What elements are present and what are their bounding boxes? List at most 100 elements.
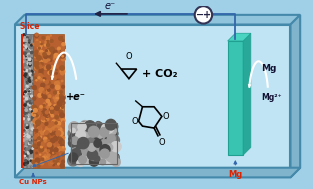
Circle shape (23, 143, 24, 144)
Circle shape (25, 117, 27, 119)
Circle shape (29, 163, 30, 164)
Circle shape (47, 52, 50, 55)
Circle shape (28, 144, 30, 146)
Circle shape (26, 80, 28, 82)
Text: Mg: Mg (261, 64, 277, 73)
Circle shape (29, 42, 30, 43)
Circle shape (41, 43, 42, 45)
Circle shape (30, 102, 32, 105)
Circle shape (28, 76, 29, 77)
Circle shape (28, 59, 31, 62)
Circle shape (113, 156, 120, 163)
Circle shape (35, 158, 40, 163)
Circle shape (58, 80, 61, 84)
Circle shape (28, 51, 29, 52)
Circle shape (60, 69, 65, 74)
Circle shape (44, 91, 48, 95)
Circle shape (44, 44, 47, 46)
Circle shape (59, 53, 64, 58)
Circle shape (59, 114, 61, 116)
Circle shape (28, 111, 31, 113)
Circle shape (23, 92, 25, 95)
Circle shape (53, 125, 57, 129)
Circle shape (24, 69, 25, 70)
Circle shape (45, 127, 49, 131)
Circle shape (32, 160, 36, 164)
Circle shape (43, 109, 47, 113)
Circle shape (33, 98, 35, 100)
Circle shape (43, 91, 45, 94)
Circle shape (28, 104, 30, 106)
Circle shape (31, 106, 32, 107)
Circle shape (52, 78, 57, 83)
Circle shape (87, 138, 94, 144)
Circle shape (89, 150, 99, 160)
Circle shape (100, 149, 109, 158)
Circle shape (25, 69, 26, 70)
Circle shape (25, 95, 28, 98)
Circle shape (31, 87, 32, 88)
Circle shape (85, 149, 90, 154)
Circle shape (22, 154, 24, 156)
Circle shape (60, 45, 65, 50)
Circle shape (26, 156, 28, 158)
Circle shape (48, 82, 50, 84)
Circle shape (30, 103, 31, 105)
Circle shape (55, 81, 59, 86)
Circle shape (39, 54, 42, 56)
Circle shape (30, 166, 32, 168)
Circle shape (31, 126, 33, 128)
Circle shape (71, 149, 81, 159)
Circle shape (33, 120, 37, 124)
Circle shape (35, 50, 38, 54)
Circle shape (60, 96, 65, 100)
Circle shape (52, 122, 54, 124)
Circle shape (23, 134, 24, 135)
Circle shape (100, 140, 110, 151)
Circle shape (47, 132, 48, 133)
Circle shape (69, 155, 78, 163)
Circle shape (26, 115, 28, 117)
Circle shape (23, 85, 24, 86)
Circle shape (36, 40, 39, 43)
Circle shape (43, 105, 45, 106)
Circle shape (26, 161, 28, 163)
Circle shape (36, 134, 38, 137)
Circle shape (44, 55, 48, 58)
Circle shape (38, 43, 42, 48)
Circle shape (31, 82, 32, 83)
Circle shape (24, 96, 26, 98)
Circle shape (34, 33, 38, 37)
Circle shape (72, 148, 80, 156)
Circle shape (46, 38, 50, 42)
Circle shape (27, 89, 28, 90)
Circle shape (31, 88, 32, 89)
Circle shape (62, 141, 64, 144)
Circle shape (34, 146, 36, 147)
Circle shape (25, 46, 27, 48)
Circle shape (94, 153, 103, 162)
Circle shape (28, 108, 31, 111)
Circle shape (83, 125, 87, 130)
Circle shape (30, 96, 32, 98)
Circle shape (54, 137, 58, 141)
Circle shape (48, 105, 49, 106)
Circle shape (61, 120, 63, 122)
Circle shape (49, 162, 53, 166)
Circle shape (46, 110, 47, 111)
Circle shape (55, 149, 57, 151)
Circle shape (36, 152, 37, 154)
Circle shape (37, 158, 39, 160)
Circle shape (95, 138, 104, 146)
Circle shape (49, 111, 53, 115)
Circle shape (63, 136, 64, 139)
Circle shape (35, 65, 37, 67)
Circle shape (28, 89, 30, 91)
Circle shape (110, 135, 120, 145)
Circle shape (63, 147, 64, 148)
Circle shape (28, 62, 30, 65)
Circle shape (63, 121, 64, 123)
Circle shape (53, 152, 54, 153)
Circle shape (23, 52, 26, 55)
Circle shape (28, 103, 30, 105)
